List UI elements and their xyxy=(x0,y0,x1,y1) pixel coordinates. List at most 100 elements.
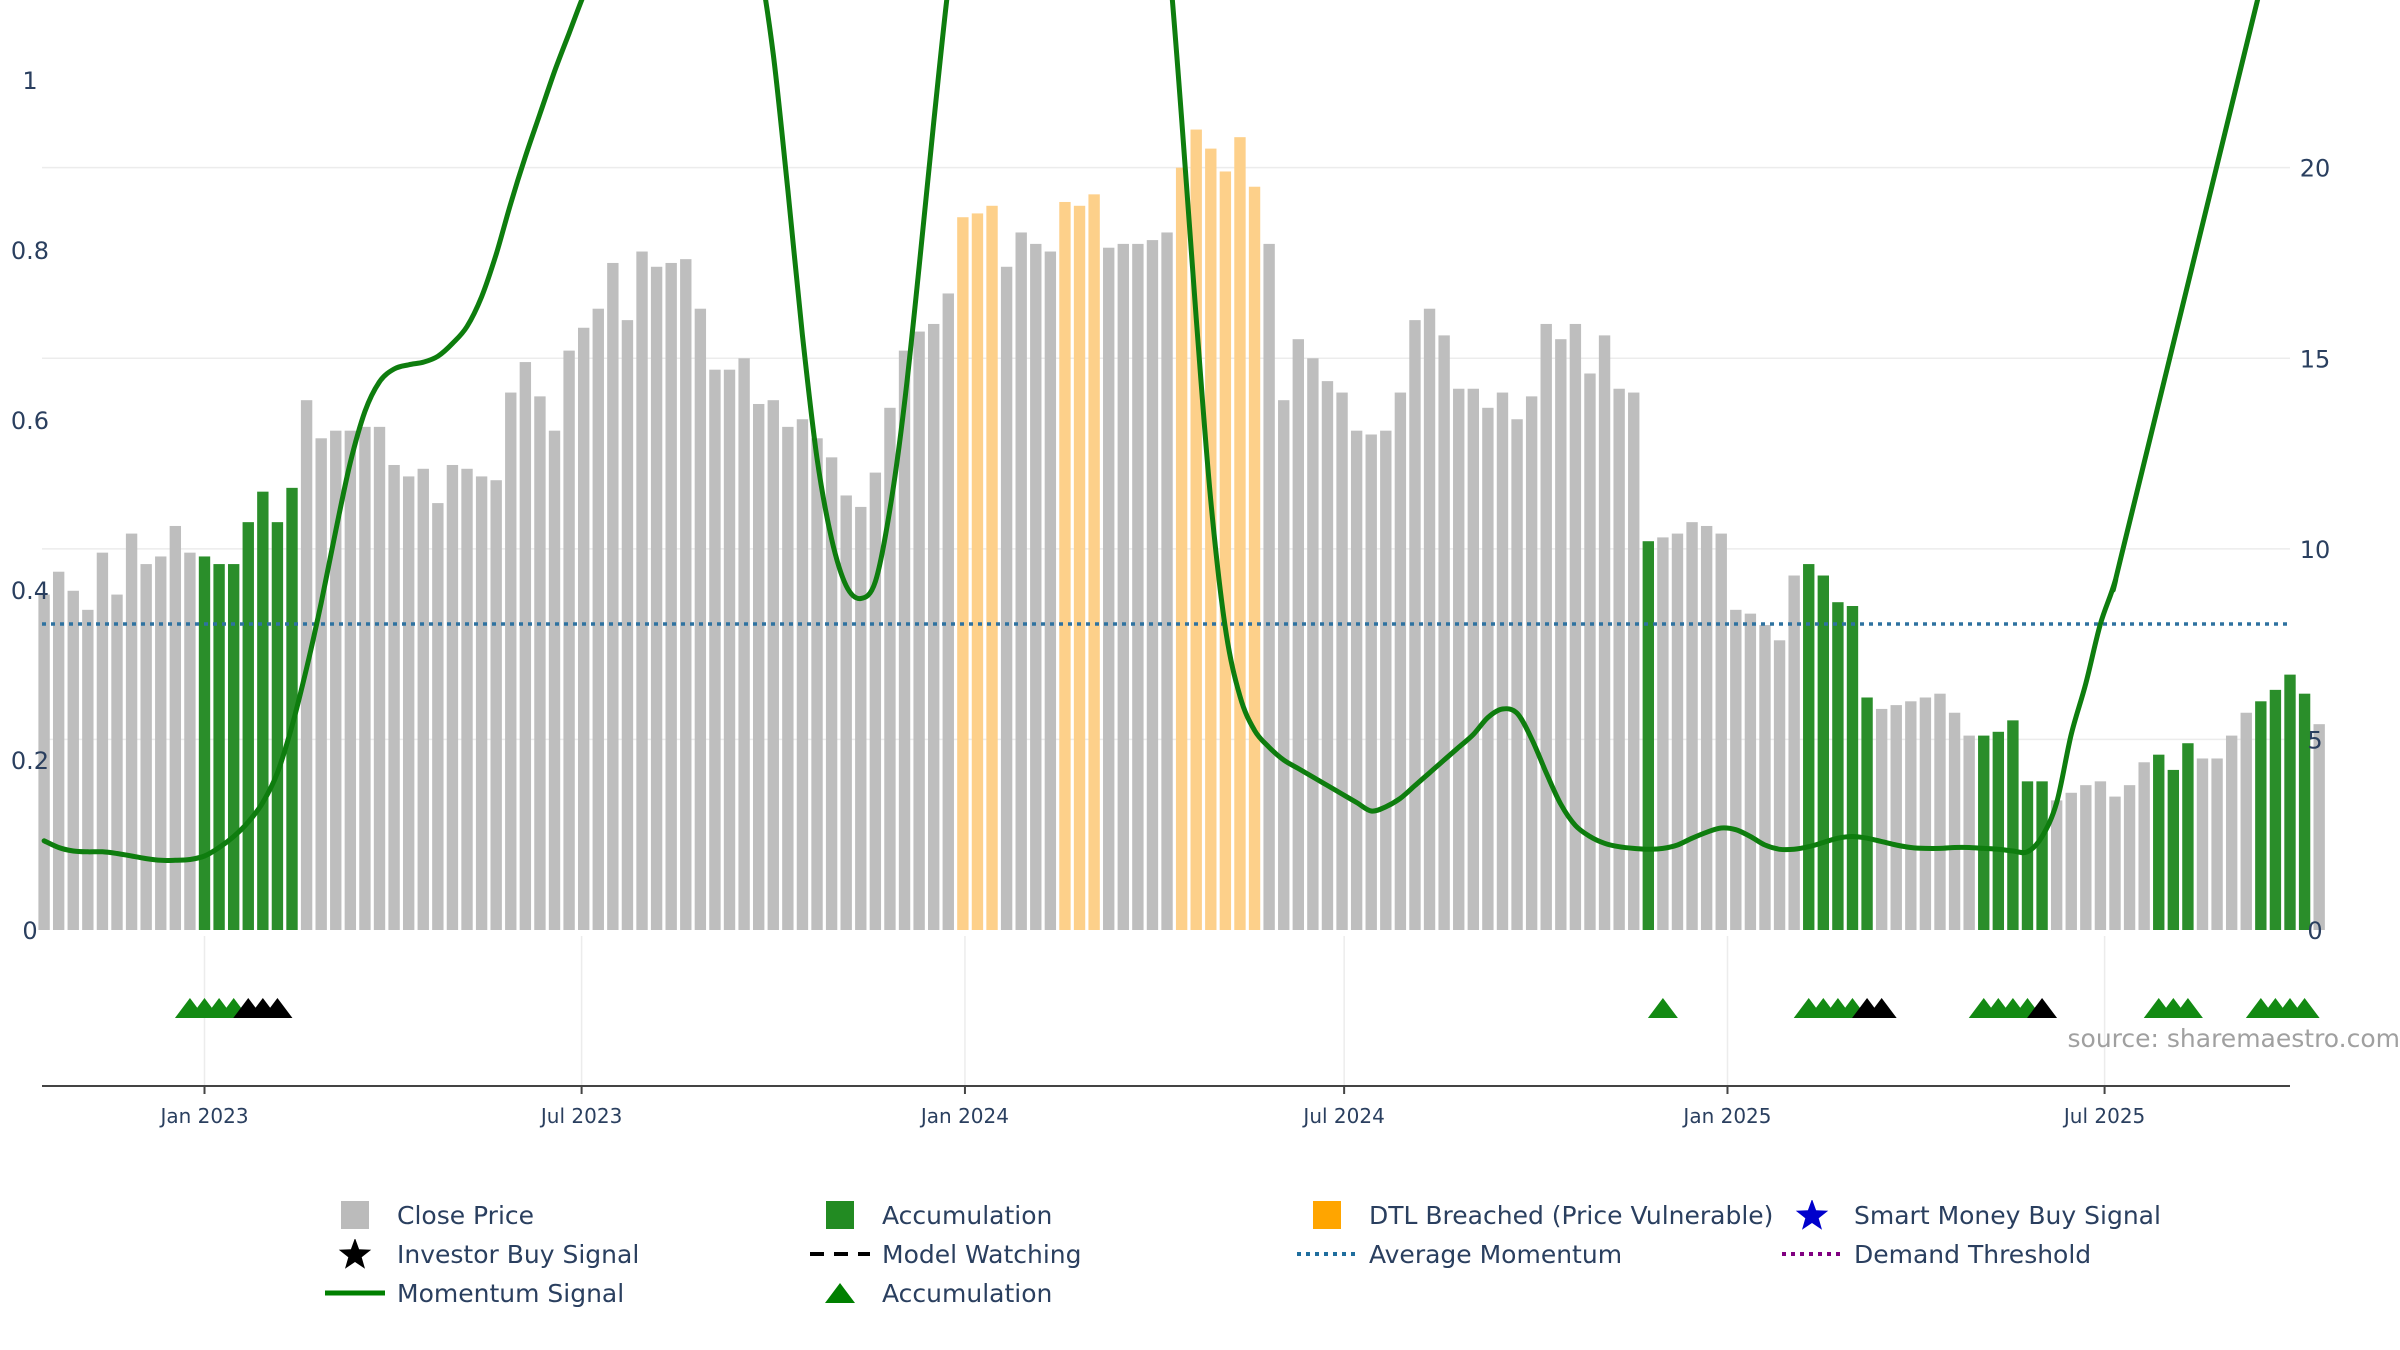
price-bar xyxy=(1438,335,1450,930)
price-bar xyxy=(1117,243,1129,930)
price-bar xyxy=(1598,335,1611,930)
price-bar xyxy=(271,522,284,930)
legend-item[interactable]: Average Momentum xyxy=(1297,1239,1622,1269)
price-bar xyxy=(417,468,429,930)
price-bar xyxy=(1161,232,1173,930)
price-bar xyxy=(1671,533,1684,930)
price-bar xyxy=(1190,129,1202,930)
price-bar xyxy=(1132,243,1144,930)
legend-item[interactable]: Demand Threshold xyxy=(1782,1239,2091,1269)
legend-symbol-dot xyxy=(1297,1252,1357,1256)
price-bar xyxy=(2109,796,2121,930)
price-bar xyxy=(1657,537,1669,930)
price-bar xyxy=(2298,693,2311,930)
momentum-signal-line xyxy=(41,0,2261,863)
price-bar xyxy=(2065,792,2077,930)
price-bar xyxy=(1686,522,1698,930)
legend-swatch xyxy=(1297,1239,1357,1269)
price-bar xyxy=(796,419,809,930)
price-bar xyxy=(2182,743,2194,930)
legend-swatch xyxy=(1782,1200,1842,1230)
price-bar xyxy=(1219,171,1232,930)
legend-swatch xyxy=(810,1200,870,1230)
price-bar xyxy=(811,438,823,930)
price-bar xyxy=(2313,724,2325,930)
price-bar xyxy=(1919,697,1932,930)
x-tick-label: Jul 2024 xyxy=(1301,1104,1384,1128)
price-bar xyxy=(709,369,721,930)
price-bar xyxy=(1496,392,1509,931)
investor-buy-marker xyxy=(1866,998,1897,1018)
price-bar xyxy=(432,503,444,930)
legend-swatch xyxy=(810,1239,870,1269)
price-bar xyxy=(942,293,954,931)
price-bar xyxy=(242,522,254,930)
price-bar xyxy=(636,251,648,930)
price-bar xyxy=(1628,392,1640,931)
price-bar xyxy=(1978,735,1990,930)
price-bar xyxy=(1846,606,1859,930)
price-bar xyxy=(2269,689,2282,930)
price-bar xyxy=(388,464,400,930)
price-bar xyxy=(825,457,838,930)
price-bar xyxy=(1380,430,1392,930)
legend-item[interactable]: Accumulation xyxy=(810,1278,1052,1308)
left-tick-label: 0 xyxy=(22,917,37,945)
price-bar xyxy=(1409,320,1421,930)
price-bar xyxy=(505,392,517,931)
price-bar xyxy=(2196,758,2209,930)
chart-svg: Jan 2023 Jul 2023 Jan 2024 Jul 2024 Jan 2025… xyxy=(11,0,2400,1128)
x-tick-label: Jul 2023 xyxy=(539,1104,622,1128)
price-bar xyxy=(2123,785,2136,930)
left-tick-label: 0.4 xyxy=(11,577,49,605)
legend-swatch xyxy=(810,1278,870,1308)
price-bar xyxy=(665,262,677,930)
right-tick-label: 0 xyxy=(2307,917,2322,945)
price-bar xyxy=(2284,674,2296,930)
legend-item[interactable]: Momentum Signal xyxy=(325,1278,624,1308)
legend-swatch xyxy=(325,1278,385,1308)
price-bar xyxy=(111,594,123,930)
legend-item[interactable]: Close Price xyxy=(325,1200,534,1230)
legend-symbol-dash xyxy=(810,1252,870,1256)
legend-label: Average Momentum xyxy=(1369,1239,1623,1269)
price-bar xyxy=(1453,388,1465,930)
right-tick-label: 10 xyxy=(2300,536,2331,564)
legend-swatch xyxy=(1782,1239,1842,1269)
right-tick-label: 15 xyxy=(2300,345,2331,373)
legend-item[interactable]: Accumulation xyxy=(810,1200,1052,1230)
legend-symbol-line xyxy=(325,1290,385,1296)
price-bar xyxy=(1248,186,1261,931)
price-bar xyxy=(2225,735,2238,930)
legend-label: Smart Money Buy Signal xyxy=(1854,1200,2161,1230)
legend-label: DTL Breached (Price Vulnerable) xyxy=(1369,1200,1774,1230)
price-bar xyxy=(1948,712,1961,930)
price-bar xyxy=(2153,754,2165,930)
price-bar xyxy=(694,308,707,930)
price-bar xyxy=(767,400,779,930)
price-bar xyxy=(1350,430,1363,930)
legend-label: Model Watching xyxy=(882,1239,1082,1269)
axes-layer: Jan 2023 Jul 2023 Jan 2024 Jul 2024 Jan 2025… xyxy=(11,67,2330,1128)
price-bar xyxy=(1482,407,1494,930)
legend-item[interactable]: Investor Buy Signal xyxy=(325,1239,639,1269)
price-bar xyxy=(1759,625,1771,930)
legend-item[interactable]: DTL Breached (Price Vulnerable) xyxy=(1297,1200,1773,1230)
price-bar xyxy=(563,350,575,930)
legend-item[interactable]: Smart Money Buy Signal xyxy=(1782,1200,2161,1230)
price-bar xyxy=(855,506,867,930)
legend-label: Close Price xyxy=(397,1200,535,1230)
price-bar xyxy=(2240,712,2252,930)
legend-item[interactable]: Model Watching xyxy=(810,1239,1082,1269)
legend-swatch xyxy=(325,1239,385,1269)
price-bar xyxy=(1336,392,1348,931)
price-bar xyxy=(869,472,882,930)
price-bar xyxy=(257,491,269,930)
price-bar xyxy=(913,331,925,930)
price-bar xyxy=(1803,564,1815,930)
price-bar xyxy=(1044,251,1057,930)
legend-symbol-star xyxy=(1795,1200,1829,1230)
price-bar xyxy=(38,594,50,930)
price-bar xyxy=(1234,137,1246,931)
source-text: source: sharemaestro.com xyxy=(2068,1024,2400,1053)
